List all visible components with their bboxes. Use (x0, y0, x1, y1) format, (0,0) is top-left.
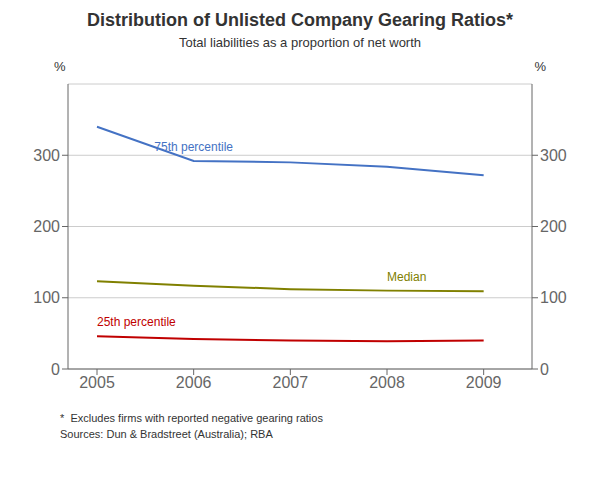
svg-text:200: 200 (540, 218, 567, 235)
svg-text:300: 300 (540, 147, 567, 164)
svg-text:200: 200 (33, 218, 60, 235)
svg-text:Median: Median (387, 270, 426, 284)
svg-text:75th percentile: 75th percentile (154, 140, 233, 154)
svg-text:300: 300 (33, 147, 60, 164)
svg-text:25th percentile: 25th percentile (97, 315, 176, 329)
html-text:Sources: Dun & Bradstreet (Aus: Sources: Dun & Bradstreet (Australia); R… (60, 428, 273, 440)
svg-text:2007: 2007 (273, 374, 309, 391)
svg-text:100: 100 (33, 289, 60, 306)
html-text:* Excludes firms with reported: * Excludes firms with reported negative … (60, 412, 323, 424)
svg-text:0: 0 (51, 361, 60, 378)
svg-text:2009: 2009 (466, 374, 502, 391)
html-text:Total liabilities as a proport: Total liabilities as a proportion of net… (179, 35, 421, 50)
svg-text:2005: 2005 (79, 374, 115, 391)
svg-text:0: 0 (540, 361, 549, 378)
html-text:Distribution of Unlisted Compa: Distribution of Unlisted Company Gearing… (87, 10, 513, 30)
svg-text:2008: 2008 (369, 374, 405, 391)
svg-text:100: 100 (540, 289, 567, 306)
svg-text:2006: 2006 (176, 374, 212, 391)
